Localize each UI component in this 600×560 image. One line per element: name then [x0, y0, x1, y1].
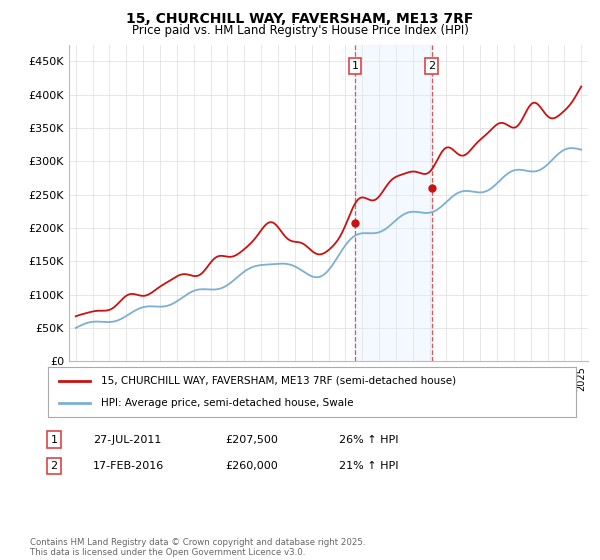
Text: 15, CHURCHILL WAY, FAVERSHAM, ME13 7RF (semi-detached house): 15, CHURCHILL WAY, FAVERSHAM, ME13 7RF (… [101, 376, 456, 386]
Text: 27-JUL-2011: 27-JUL-2011 [93, 435, 161, 445]
Text: Contains HM Land Registry data © Crown copyright and database right 2025.
This d: Contains HM Land Registry data © Crown c… [30, 538, 365, 557]
Text: HPI: Average price, semi-detached house, Swale: HPI: Average price, semi-detached house,… [101, 398, 353, 408]
Text: £260,000: £260,000 [225, 461, 278, 471]
Text: 1: 1 [50, 435, 58, 445]
Text: 2: 2 [428, 61, 435, 71]
Text: 21% ↑ HPI: 21% ↑ HPI [339, 461, 398, 471]
Text: 15, CHURCHILL WAY, FAVERSHAM, ME13 7RF: 15, CHURCHILL WAY, FAVERSHAM, ME13 7RF [127, 12, 473, 26]
Text: £207,500: £207,500 [225, 435, 278, 445]
Text: 1: 1 [352, 61, 359, 71]
Text: Price paid vs. HM Land Registry's House Price Index (HPI): Price paid vs. HM Land Registry's House … [131, 24, 469, 36]
Text: 26% ↑ HPI: 26% ↑ HPI [339, 435, 398, 445]
Text: 17-FEB-2016: 17-FEB-2016 [93, 461, 164, 471]
Bar [355, 45, 431, 361]
Text: 2: 2 [50, 461, 58, 471]
